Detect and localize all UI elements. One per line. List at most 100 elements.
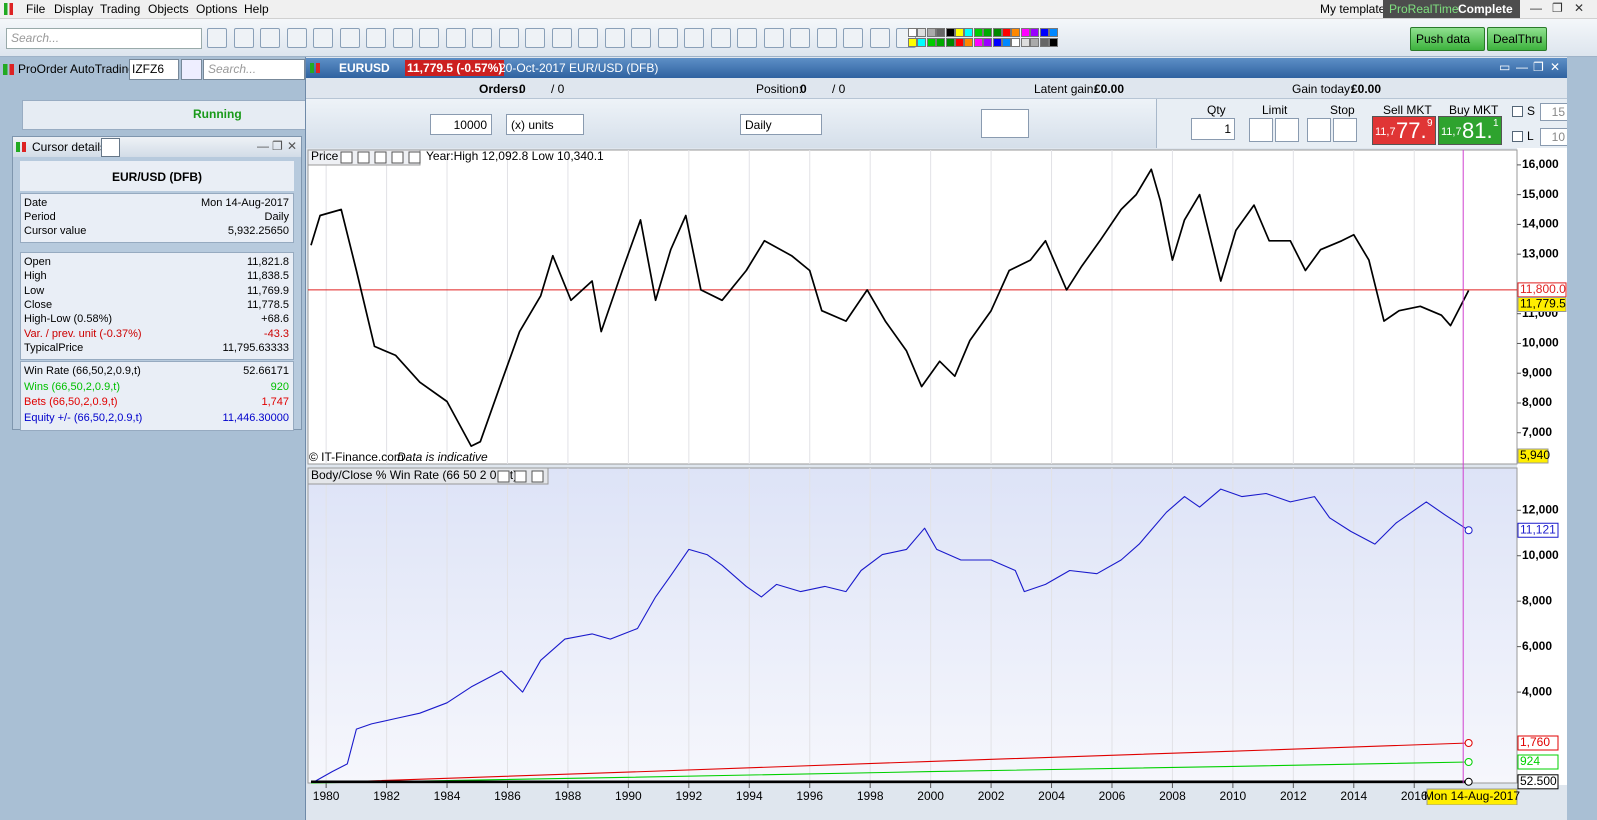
color-swatch[interactable] bbox=[917, 38, 927, 47]
color-swatch[interactable] bbox=[917, 28, 927, 37]
tool-icon[interactable] bbox=[366, 28, 386, 48]
window-button[interactable]: ✕ bbox=[287, 139, 298, 153]
code-select[interactable]: IZFZ6 bbox=[129, 59, 179, 80]
color-swatch[interactable] bbox=[926, 38, 936, 47]
tool-icon[interactable] bbox=[498, 28, 519, 48]
order-type-button[interactable] bbox=[1275, 118, 1299, 142]
color-swatch[interactable] bbox=[973, 28, 983, 37]
tool-icon[interactable] bbox=[684, 28, 704, 48]
menu-item[interactable]: Trading bbox=[100, 2, 141, 16]
color-swatch[interactable] bbox=[1002, 38, 1011, 47]
color-swatch[interactable] bbox=[983, 28, 993, 37]
tool-icon[interactable] bbox=[525, 28, 545, 48]
color-swatch[interactable] bbox=[945, 38, 955, 47]
qty-input[interactable]: 1 bbox=[1191, 118, 1235, 140]
color-swatch[interactable] bbox=[936, 38, 946, 47]
sell-button[interactable]: 11,7 77. 9 bbox=[1372, 116, 1436, 145]
order-type-button[interactable] bbox=[1333, 118, 1357, 142]
l-input[interactable]: 10 bbox=[1540, 128, 1568, 146]
dealthru-button[interactable]: DealThru bbox=[1487, 27, 1547, 51]
search-box[interactable]: Search... bbox=[6, 28, 202, 49]
color-swatch[interactable] bbox=[1039, 28, 1049, 37]
tool-icon[interactable] bbox=[286, 28, 307, 48]
window-button[interactable]: ✕ bbox=[1574, 1, 1585, 15]
buy-button[interactable]: 11,7 81. 1 bbox=[1438, 116, 1502, 145]
menu-item[interactable]: File bbox=[26, 2, 46, 16]
indicator-button[interactable] bbox=[981, 109, 1029, 138]
wrench-button[interactable] bbox=[181, 59, 202, 80]
color-swatch[interactable] bbox=[1039, 38, 1049, 47]
tool-icon[interactable] bbox=[392, 28, 413, 48]
tool-icon[interactable] bbox=[816, 28, 837, 48]
window-button[interactable]: ❐ bbox=[1533, 60, 1544, 74]
order-type-button[interactable] bbox=[1307, 118, 1331, 142]
window-button[interactable]: ▭ bbox=[1499, 60, 1511, 74]
tool-icon[interactable] bbox=[578, 28, 598, 48]
quantity-input[interactable]: 10000 bbox=[430, 114, 492, 135]
settings-button[interactable] bbox=[101, 138, 120, 157]
color-swatch[interactable] bbox=[955, 38, 964, 47]
tool-icon[interactable] bbox=[260, 28, 280, 48]
tool-icon[interactable] bbox=[657, 28, 678, 48]
tool-icon[interactable] bbox=[631, 28, 651, 48]
pane-button[interactable] bbox=[531, 470, 544, 483]
window-button[interactable]: — bbox=[1530, 1, 1542, 15]
units-select[interactable]: (x) units bbox=[506, 114, 584, 135]
color-swatch[interactable] bbox=[945, 28, 955, 37]
tool-icon[interactable] bbox=[869, 28, 890, 48]
color-swatch[interactable] bbox=[1049, 28, 1058, 37]
s-input[interactable]: 15 bbox=[1540, 103, 1568, 121]
pane-button[interactable] bbox=[357, 151, 370, 164]
tool-icon[interactable] bbox=[604, 28, 625, 48]
tool-icon[interactable] bbox=[843, 28, 863, 48]
color-swatch[interactable] bbox=[1030, 38, 1040, 47]
pane-button[interactable] bbox=[391, 151, 404, 164]
window-button[interactable]: — bbox=[257, 139, 269, 153]
menu-item[interactable]: Display bbox=[54, 2, 94, 16]
color-swatch[interactable] bbox=[1020, 28, 1030, 37]
pane-button[interactable] bbox=[340, 151, 353, 164]
checkbox[interactable] bbox=[1512, 131, 1523, 142]
color-swatch[interactable] bbox=[964, 38, 974, 47]
tool-icon[interactable] bbox=[207, 28, 227, 48]
menu-item[interactable]: Help bbox=[244, 2, 269, 16]
tool-icon[interactable] bbox=[472, 28, 492, 48]
tool-icon[interactable] bbox=[790, 28, 810, 48]
order-type-button[interactable] bbox=[1249, 118, 1273, 142]
color-swatch[interactable] bbox=[973, 38, 983, 47]
period-select[interactable]: Daily bbox=[740, 114, 822, 135]
checkbox[interactable] bbox=[1512, 106, 1523, 117]
tool-icon[interactable] bbox=[313, 28, 333, 48]
color-swatch[interactable] bbox=[908, 28, 917, 37]
tool-icon[interactable] bbox=[445, 28, 466, 48]
color-swatch[interactable] bbox=[955, 28, 964, 37]
menu-item[interactable]: Options bbox=[196, 2, 238, 16]
window-button[interactable]: ❐ bbox=[272, 139, 283, 153]
tool-icon[interactable] bbox=[233, 28, 254, 48]
color-swatch[interactable] bbox=[992, 28, 1002, 37]
menu-item[interactable]: Objects bbox=[148, 2, 189, 16]
color-swatch[interactable] bbox=[936, 28, 946, 37]
search-box[interactable]: Search... bbox=[203, 59, 305, 80]
color-swatch[interactable] bbox=[1002, 28, 1011, 37]
window-button[interactable]: ✕ bbox=[1550, 60, 1561, 74]
pane-button[interactable] bbox=[497, 470, 510, 483]
color-swatch[interactable] bbox=[983, 38, 993, 47]
pane-button[interactable] bbox=[408, 151, 421, 164]
color-swatch[interactable] bbox=[908, 38, 917, 47]
color-swatch[interactable] bbox=[1030, 28, 1040, 37]
color-swatch[interactable] bbox=[992, 38, 1002, 47]
pane-button[interactable] bbox=[374, 151, 387, 164]
push-data-button[interactable]: Push data bbox=[1410, 27, 1485, 51]
color-swatch[interactable] bbox=[1011, 38, 1021, 47]
color-swatch[interactable] bbox=[1011, 28, 1021, 37]
color-swatch[interactable] bbox=[926, 28, 936, 37]
pane-button[interactable] bbox=[514, 470, 527, 483]
tool-icon[interactable] bbox=[737, 28, 757, 48]
color-swatch[interactable] bbox=[1049, 38, 1058, 47]
color-swatch[interactable] bbox=[1020, 38, 1030, 47]
tool-icon[interactable] bbox=[339, 28, 360, 48]
template-menu[interactable]: My template bbox=[1320, 2, 1386, 16]
tool-icon[interactable] bbox=[763, 28, 784, 48]
window-button[interactable]: ❐ bbox=[1552, 1, 1563, 15]
